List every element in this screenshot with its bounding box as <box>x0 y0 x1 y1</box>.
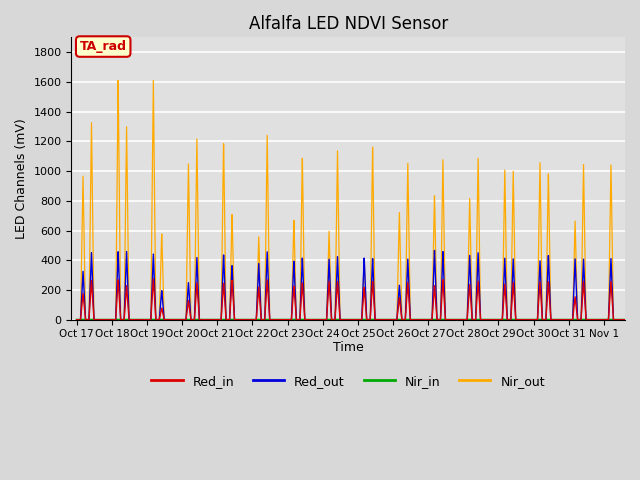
Title: Alfalfa LED NDVI Sensor: Alfalfa LED NDVI Sensor <box>248 15 448 33</box>
Nir_out <box>524 317 531 323</box>
Red_out <box>172 317 180 323</box>
Red_out <box>402 312 410 318</box>
Nir_out <box>73 317 81 323</box>
Nir_out <box>621 317 629 323</box>
Nir_in <box>73 317 81 323</box>
Red_out <box>282 317 290 323</box>
Red_in <box>73 317 81 323</box>
Red_out <box>524 317 531 323</box>
Red_out <box>431 248 438 253</box>
Red_out <box>621 317 629 323</box>
Line: Red_in: Red_in <box>77 279 625 320</box>
Nir_in <box>282 317 290 323</box>
Nir_in <box>524 317 531 323</box>
Red_in <box>482 317 490 323</box>
Nir_out <box>429 249 437 254</box>
Nir_out <box>482 317 490 323</box>
Nir_in <box>172 317 180 323</box>
Nir_out <box>115 77 122 83</box>
Nir_in <box>621 317 629 323</box>
Line: Red_out: Red_out <box>77 251 625 320</box>
Red_in <box>621 317 629 323</box>
Red_in <box>429 298 437 304</box>
Red_in <box>173 317 180 323</box>
Red_in <box>402 312 410 318</box>
Red_in <box>150 276 157 282</box>
Nir_in <box>429 317 437 323</box>
Y-axis label: LED Channels (mV): LED Channels (mV) <box>15 118 28 239</box>
Legend: Red_in, Red_out, Nir_in, Nir_out: Red_in, Red_out, Nir_in, Nir_out <box>147 370 550 393</box>
Nir_out <box>402 297 410 303</box>
Nir_in <box>402 317 410 323</box>
Nir_in <box>482 317 490 323</box>
Red_in <box>524 317 531 323</box>
Nir_out <box>282 317 290 323</box>
Red_out <box>429 282 437 288</box>
Text: TA_rad: TA_rad <box>80 40 127 53</box>
Red_out <box>73 317 81 323</box>
Red_in <box>282 317 290 323</box>
X-axis label: Time: Time <box>333 341 364 354</box>
Red_out <box>482 317 490 323</box>
Line: Nir_out: Nir_out <box>77 80 625 320</box>
Nir_out <box>173 317 180 323</box>
